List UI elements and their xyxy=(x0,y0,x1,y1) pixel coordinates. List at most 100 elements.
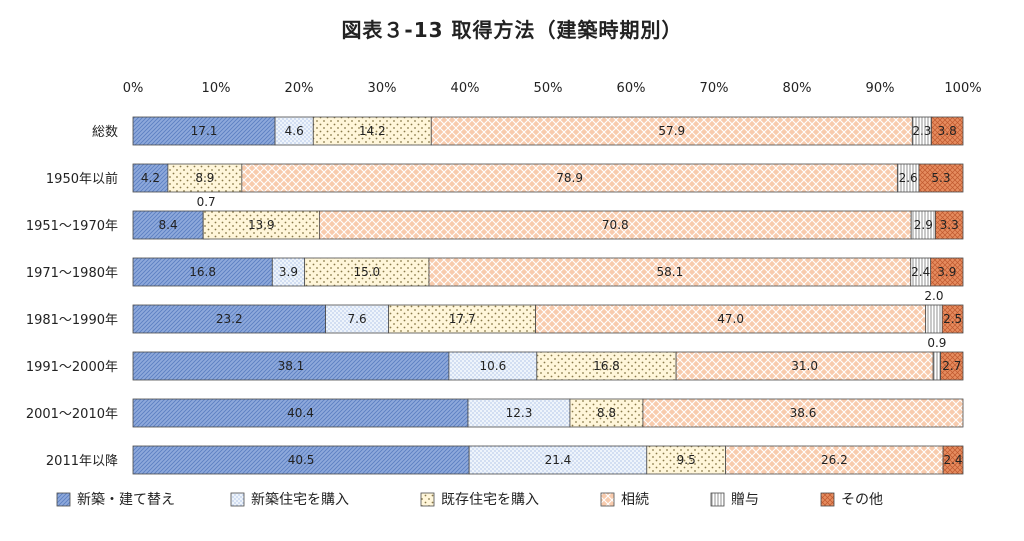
x-tick-label: 0% xyxy=(123,81,144,96)
legend-label: 新築住宅を購入 xyxy=(251,492,349,508)
data-label: 8.4 xyxy=(159,218,178,232)
x-tick-label: 40% xyxy=(451,81,480,96)
x-tick-label: 100% xyxy=(944,81,981,96)
data-label: 3.8 xyxy=(938,124,957,138)
legend-label: 新築・建て替え xyxy=(77,492,175,508)
bar-segment xyxy=(467,398,571,428)
data-label: 0.9 xyxy=(927,336,946,350)
data-label: 3.9 xyxy=(937,265,956,279)
bar-segment xyxy=(941,304,964,334)
bar-segment xyxy=(167,163,243,193)
data-label: 31.0 xyxy=(791,359,818,373)
bar-segment xyxy=(942,445,964,475)
x-tick-label: 10% xyxy=(202,81,231,96)
data-label: 2.4 xyxy=(911,265,930,279)
legend-swatch xyxy=(56,492,71,507)
data-label: 12.3 xyxy=(506,406,533,420)
bar-segment xyxy=(430,116,913,146)
bar-segment xyxy=(536,351,677,381)
data-label: 2.5 xyxy=(943,312,962,326)
bar-segment xyxy=(428,257,912,287)
data-label: 40.4 xyxy=(287,406,314,420)
data-label: 2.3 xyxy=(912,124,931,138)
bar-segment xyxy=(318,210,912,240)
bar-segment xyxy=(312,116,432,146)
category-label: 1991～2000年 xyxy=(26,360,118,375)
bar-segment xyxy=(910,210,936,240)
category-label: 1981～1990年 xyxy=(26,313,118,328)
data-label: 16.8 xyxy=(593,359,620,373)
legend-swatch xyxy=(420,492,435,507)
data-label: 17.1 xyxy=(191,124,218,138)
data-label: 3.3 xyxy=(940,218,959,232)
data-label: 8.8 xyxy=(597,406,616,420)
bar-segment xyxy=(132,445,470,475)
legend-swatch xyxy=(230,492,245,507)
bar-segment xyxy=(932,351,942,381)
bar-segment xyxy=(325,304,390,334)
data-label: 13.9 xyxy=(248,218,275,232)
data-label: 40.5 xyxy=(288,453,315,467)
bar-segment xyxy=(675,351,934,381)
data-label: 38.6 xyxy=(790,406,817,420)
data-label: 2.4 xyxy=(943,453,962,467)
bar-segment xyxy=(132,257,273,287)
bar-segment xyxy=(925,304,943,334)
x-tick-label: 50% xyxy=(534,81,563,96)
data-label: 9.5 xyxy=(677,453,696,467)
bar-segment xyxy=(132,304,326,334)
legend-swatch xyxy=(600,492,615,507)
bar-segment xyxy=(646,445,727,475)
data-label: 38.1 xyxy=(278,359,305,373)
category-label: 2011年以降 xyxy=(46,454,118,469)
bar-segment xyxy=(132,398,469,428)
data-label: 4.2 xyxy=(141,171,160,185)
data-label: 78.9 xyxy=(556,171,583,185)
legend-label: 相続 xyxy=(621,491,649,508)
data-label: 2.6 xyxy=(899,171,918,185)
data-label: 7.6 xyxy=(348,312,367,326)
bar-segment xyxy=(918,163,964,193)
data-label: 58.1 xyxy=(657,265,684,279)
x-tick-label: 30% xyxy=(368,81,397,96)
bar-segment xyxy=(274,116,314,146)
bar-segment xyxy=(241,163,898,193)
data-label: 4.6 xyxy=(285,124,304,138)
x-tick-label: 60% xyxy=(617,81,646,96)
x-tick-label: 70% xyxy=(700,81,729,96)
x-tick-label: 20% xyxy=(285,81,314,96)
legend-label: 贈与 xyxy=(731,492,759,508)
bar-segment xyxy=(931,116,964,146)
data-label: 2.9 xyxy=(914,218,933,232)
bar-segment xyxy=(535,304,927,334)
bar-segment xyxy=(468,445,648,475)
data-label: 26.2 xyxy=(821,453,848,467)
data-label: 16.8 xyxy=(189,265,216,279)
bar-segment xyxy=(569,398,644,428)
bar-segment xyxy=(930,257,964,287)
data-label: 5.3 xyxy=(931,171,950,185)
data-label: 57.9 xyxy=(658,124,685,138)
category-label: 2001～2010年 xyxy=(26,407,118,422)
bar-segment xyxy=(132,163,169,193)
bar-segment xyxy=(448,351,538,381)
data-label: 8.9 xyxy=(195,171,214,185)
bar-segment xyxy=(388,304,536,334)
data-label: 0.7 xyxy=(197,195,216,209)
category-label: 1951～1970年 xyxy=(26,219,118,234)
bar-segment xyxy=(725,445,944,475)
data-label: 23.2 xyxy=(216,312,243,326)
data-label: 47.0 xyxy=(717,312,744,326)
bar-segment xyxy=(935,210,964,240)
bar-segment xyxy=(940,351,964,381)
data-label: 2.0 xyxy=(924,289,943,303)
bar-segment xyxy=(202,210,320,240)
category-label: 総数 xyxy=(92,125,118,140)
data-label: 70.8 xyxy=(602,218,629,232)
x-tick-label: 80% xyxy=(783,81,812,96)
category-label: 1971～1980年 xyxy=(26,266,118,281)
x-tick-label: 90% xyxy=(866,81,895,96)
data-label: 21.4 xyxy=(545,453,572,467)
bar-segment xyxy=(132,351,450,381)
